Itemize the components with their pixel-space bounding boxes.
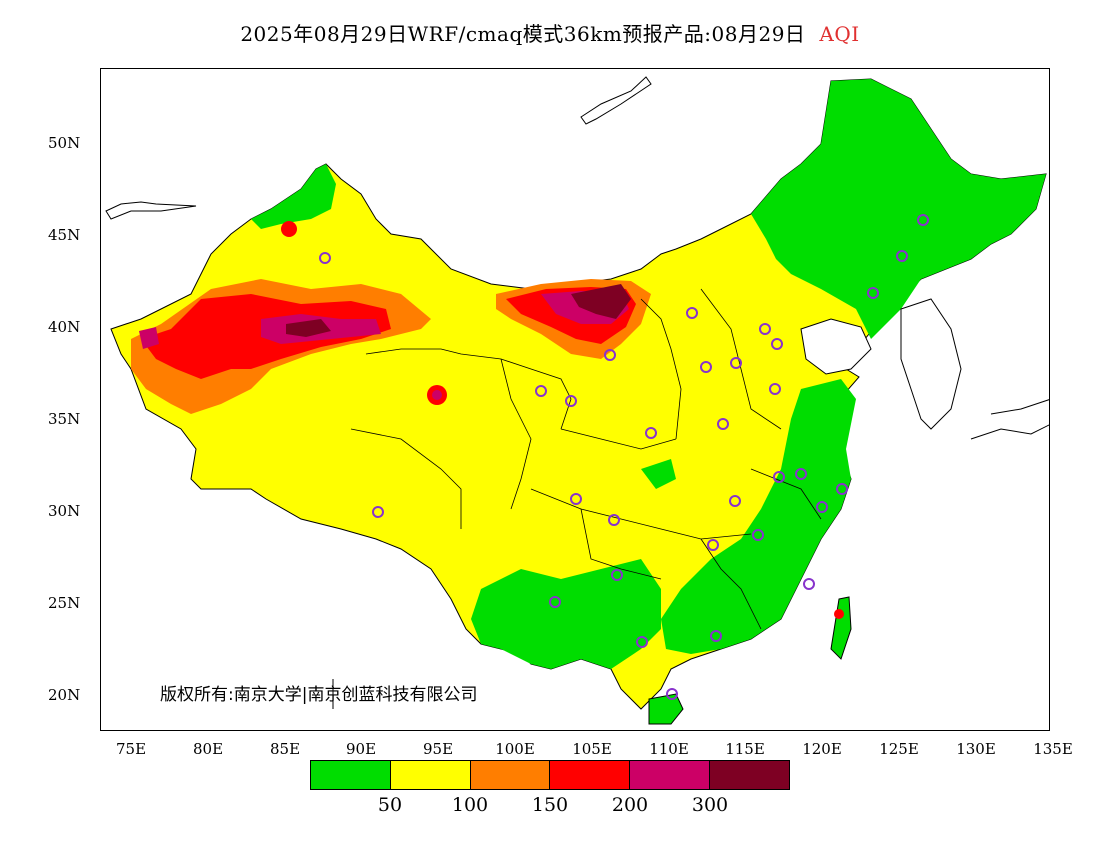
x-tick-label: 90E xyxy=(345,740,377,758)
map-title: 2025年08月29日WRF/cmaq模式36km预报产品:08月29日 AQI xyxy=(0,18,1100,47)
legend-tick: 50 xyxy=(377,794,403,816)
japan-coastline xyxy=(970,399,1049,440)
city-markers xyxy=(319,214,929,700)
bohai-sea xyxy=(800,318,872,375)
y-tick-label: 30N xyxy=(48,502,81,520)
hainan-island xyxy=(648,693,684,725)
city-marker xyxy=(707,539,719,551)
city-marker xyxy=(319,252,331,264)
baikal-coastline xyxy=(580,76,652,125)
x-tick-label: 75E xyxy=(115,740,147,758)
city-marker xyxy=(636,636,648,648)
x-tick-label: 135E xyxy=(1033,740,1073,758)
aqi-map xyxy=(105,76,1049,725)
city-marker xyxy=(686,307,698,319)
title-variable: AQI xyxy=(819,22,860,46)
legend-tick: 200 xyxy=(611,794,649,816)
color-legend xyxy=(310,760,790,790)
green-northeast xyxy=(751,79,1046,339)
y-tick-label: 25N xyxy=(48,594,81,612)
city-marker xyxy=(816,501,828,513)
x-tick-label: 85E xyxy=(269,740,301,758)
city-marker xyxy=(645,427,657,439)
maroon-mongolia xyxy=(571,284,631,319)
city-marker xyxy=(769,383,781,395)
green-southeast xyxy=(661,379,856,654)
city-marker xyxy=(608,514,620,526)
x-tick-label: 100E xyxy=(495,740,535,758)
green-south xyxy=(471,559,661,669)
city-marker xyxy=(917,214,929,226)
city-marker xyxy=(549,596,561,608)
x-tick-label: 125E xyxy=(879,740,919,758)
korea-coastline xyxy=(900,298,962,430)
city-marker xyxy=(717,418,729,430)
y-tick-label: 40N xyxy=(48,318,81,336)
city-marker xyxy=(773,471,785,483)
province-borders xyxy=(350,288,822,630)
x-tick-label: 80E xyxy=(192,740,224,758)
legend-swatch xyxy=(469,761,550,789)
legend-swatch xyxy=(629,761,710,789)
y-tick-label: 45N xyxy=(48,226,81,244)
city-marker xyxy=(611,569,623,581)
green-west xyxy=(251,164,336,229)
city-marker xyxy=(535,385,547,397)
hotspot-taiwan xyxy=(834,609,844,619)
legend-swatch xyxy=(311,761,390,789)
city-marker xyxy=(604,349,616,361)
map-frame xyxy=(100,68,1050,731)
city-marker xyxy=(896,250,908,262)
city-marker xyxy=(372,506,384,518)
legend-tick: 150 xyxy=(531,794,569,816)
legend-swatch xyxy=(389,761,470,789)
city-marker xyxy=(771,338,783,350)
city-marker xyxy=(729,495,741,507)
x-tick-label: 115E xyxy=(725,740,765,758)
city-marker xyxy=(565,395,577,407)
x-tick-label: 120E xyxy=(802,740,842,758)
city-marker xyxy=(700,361,712,373)
x-tick-label: 110E xyxy=(649,740,689,758)
city-marker xyxy=(867,287,879,299)
city-marker xyxy=(759,323,771,335)
legend-tick: 100 xyxy=(451,794,489,816)
city-marker xyxy=(666,688,678,700)
x-tick-label: 105E xyxy=(572,740,612,758)
x-tick-label: 130E xyxy=(956,740,996,758)
green-shanxi-dots xyxy=(641,459,676,489)
hotspot-urumqi xyxy=(281,221,297,237)
legend-swatch xyxy=(709,761,789,789)
legend-tick: 300 xyxy=(691,794,729,816)
y-tick-label: 35N xyxy=(48,410,81,428)
balkhash-coastline xyxy=(105,201,197,220)
x-tick-label: 95E xyxy=(422,740,454,758)
city-marker xyxy=(570,493,582,505)
hotspot-qinghai-core xyxy=(432,390,442,400)
maroon-tarim xyxy=(286,319,331,337)
title-text: 2025年08月29日WRF/cmaq模式36km预报产品:08月29日 xyxy=(240,22,806,46)
y-tick-label: 50N xyxy=(48,134,81,152)
city-marker xyxy=(836,483,848,495)
copyright-text: 版权所有:南京大学|南京创蓝科技有限公司 xyxy=(160,685,478,705)
red-spot-west xyxy=(139,327,159,349)
y-tick-label: 20N xyxy=(48,686,81,704)
taiwan-island xyxy=(830,596,852,660)
city-marker xyxy=(795,468,807,480)
city-marker xyxy=(803,578,815,590)
city-marker xyxy=(730,357,742,369)
legend-swatch xyxy=(549,761,630,789)
city-marker xyxy=(752,529,764,541)
city-marker xyxy=(710,630,722,642)
